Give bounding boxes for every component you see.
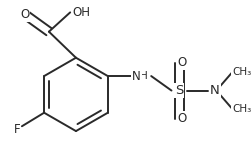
Text: O: O xyxy=(20,8,29,21)
Text: O: O xyxy=(177,112,187,125)
Text: OH: OH xyxy=(73,6,91,19)
Text: S: S xyxy=(175,84,183,97)
Text: O: O xyxy=(177,56,187,69)
Text: F: F xyxy=(14,123,20,136)
Text: N: N xyxy=(132,70,141,83)
Text: CH₃: CH₃ xyxy=(232,104,251,114)
Text: H: H xyxy=(140,71,147,81)
Text: CH₃: CH₃ xyxy=(232,67,251,77)
Text: N: N xyxy=(210,84,220,97)
